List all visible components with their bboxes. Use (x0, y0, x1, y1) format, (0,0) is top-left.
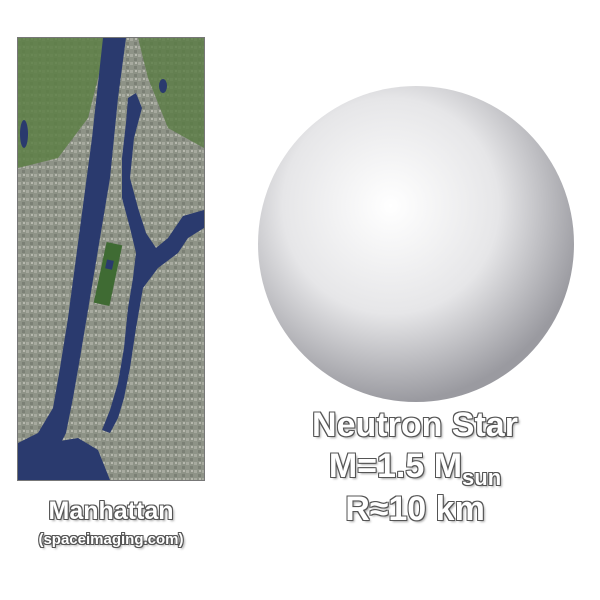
mass-subscript: sun (462, 465, 502, 490)
hudson-river (18, 38, 126, 480)
mass-value: M=1.5 M (328, 447, 463, 485)
green-area-northwest (18, 38, 108, 168)
neutron-star-mass: M=1.5 Msun (290, 447, 540, 491)
central-park (93, 242, 123, 306)
east-river (102, 93, 204, 433)
neutron-star-title: Neutron Star (312, 406, 518, 444)
manhattan-satellite-image (17, 37, 205, 481)
manhattan-label: Manhattan (48, 497, 174, 525)
neutron-star-sphere (258, 86, 574, 402)
small-lake (20, 120, 28, 148)
manhattan-map-graphic (18, 38, 204, 480)
image-source-label: (spaceimaging.com) (38, 531, 184, 548)
upper-bay (18, 438, 110, 480)
park-reservoir (105, 259, 114, 270)
small-lake (159, 79, 167, 93)
neutron-star-radius: R≈10 km (345, 490, 485, 528)
green-area-northeast (138, 38, 204, 148)
